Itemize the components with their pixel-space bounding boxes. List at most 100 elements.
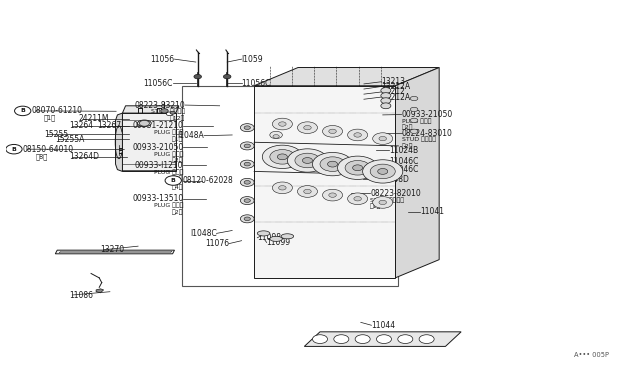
Circle shape (244, 199, 250, 202)
Text: （2）: （2） (172, 158, 183, 163)
Polygon shape (396, 68, 439, 278)
Text: PLUG プラグ: PLUG プラグ (154, 151, 183, 157)
Circle shape (241, 142, 254, 150)
Text: B: B (171, 178, 175, 183)
Polygon shape (254, 68, 439, 86)
Circle shape (303, 158, 312, 163)
Circle shape (278, 186, 286, 190)
Circle shape (363, 160, 403, 183)
Circle shape (170, 111, 175, 114)
Text: I1059: I1059 (242, 55, 263, 64)
Text: 08223-83210: 08223-83210 (134, 100, 185, 110)
Text: 08150-64010: 08150-64010 (22, 145, 74, 154)
Text: 11046C: 11046C (389, 157, 419, 166)
Text: （1）: （1） (44, 115, 56, 122)
Polygon shape (116, 113, 122, 171)
Circle shape (6, 144, 22, 154)
Circle shape (241, 196, 254, 205)
Ellipse shape (138, 120, 151, 126)
Text: 08120-62028: 08120-62028 (182, 176, 233, 185)
Circle shape (379, 200, 387, 205)
Text: 11056: 11056 (150, 55, 175, 64)
Circle shape (244, 126, 250, 129)
Circle shape (348, 129, 367, 141)
Text: （4）: （4） (172, 184, 183, 190)
Text: 13264D: 13264D (69, 153, 99, 161)
Text: 11024B: 11024B (389, 146, 418, 155)
Text: 13213: 13213 (381, 77, 406, 86)
Text: STUD スタッド: STUD スタッド (401, 137, 436, 142)
Circle shape (381, 103, 391, 109)
Text: 11056C: 11056C (242, 79, 271, 88)
Circle shape (379, 137, 387, 141)
Text: 00933-21050: 00933-21050 (132, 143, 183, 152)
Circle shape (270, 150, 295, 164)
Text: A••• 005P: A••• 005P (573, 352, 609, 358)
Circle shape (273, 135, 279, 138)
Circle shape (323, 189, 342, 201)
Circle shape (381, 98, 391, 104)
Polygon shape (254, 86, 396, 278)
Circle shape (353, 165, 363, 171)
Circle shape (381, 93, 391, 99)
Text: （2）: （2） (401, 144, 413, 149)
Text: B: B (20, 108, 25, 113)
Circle shape (241, 124, 254, 132)
Circle shape (277, 154, 287, 160)
Text: （1）: （1） (172, 136, 183, 142)
Circle shape (337, 156, 378, 179)
Circle shape (161, 109, 168, 113)
Text: 00933-13510: 00933-13510 (132, 194, 183, 203)
Text: PLUG プラグ: PLUG プラグ (154, 129, 183, 135)
Circle shape (165, 176, 181, 185)
Text: （8）: （8） (35, 153, 47, 160)
Text: 15255A: 15255A (55, 135, 84, 144)
Circle shape (376, 335, 392, 343)
Text: 15255: 15255 (44, 130, 68, 139)
Circle shape (244, 162, 250, 166)
Circle shape (410, 129, 418, 134)
Circle shape (410, 107, 418, 112)
Polygon shape (122, 113, 176, 171)
Text: （12）: （12） (170, 115, 185, 121)
Polygon shape (122, 106, 179, 113)
Circle shape (355, 335, 370, 343)
Circle shape (166, 112, 173, 116)
Circle shape (295, 153, 320, 168)
Text: B: B (12, 147, 17, 152)
Text: 11086: 11086 (69, 291, 93, 299)
Circle shape (328, 161, 337, 167)
Circle shape (244, 217, 250, 221)
Circle shape (273, 182, 292, 194)
Circle shape (244, 180, 250, 184)
Circle shape (241, 160, 254, 168)
Circle shape (298, 186, 317, 197)
Circle shape (410, 96, 418, 101)
Text: （1）: （1） (370, 203, 381, 209)
Text: 11098: 11098 (257, 233, 282, 242)
Circle shape (410, 118, 418, 122)
Text: 24211M: 24211M (79, 114, 109, 123)
Circle shape (298, 122, 317, 134)
Circle shape (312, 335, 328, 343)
Circle shape (378, 169, 388, 174)
Circle shape (244, 144, 250, 148)
Circle shape (223, 74, 231, 79)
Text: 11048D: 11048D (380, 175, 410, 184)
Text: STUD スタッド: STUD スタッド (151, 109, 185, 115)
Text: 13264: 13264 (69, 121, 93, 130)
Text: 13270: 13270 (100, 245, 125, 254)
Circle shape (241, 178, 254, 186)
Circle shape (354, 133, 362, 137)
Circle shape (348, 193, 367, 205)
Text: 11099: 11099 (267, 238, 291, 247)
Text: 13212A: 13212A (381, 82, 411, 91)
Polygon shape (55, 250, 175, 254)
Circle shape (370, 164, 396, 179)
Text: 00933-l1210: 00933-l1210 (135, 161, 183, 170)
Text: 13212A: 13212A (381, 93, 411, 102)
Circle shape (140, 121, 149, 126)
Circle shape (304, 125, 311, 130)
Text: I1048C: I1048C (190, 229, 216, 238)
Circle shape (334, 335, 349, 343)
